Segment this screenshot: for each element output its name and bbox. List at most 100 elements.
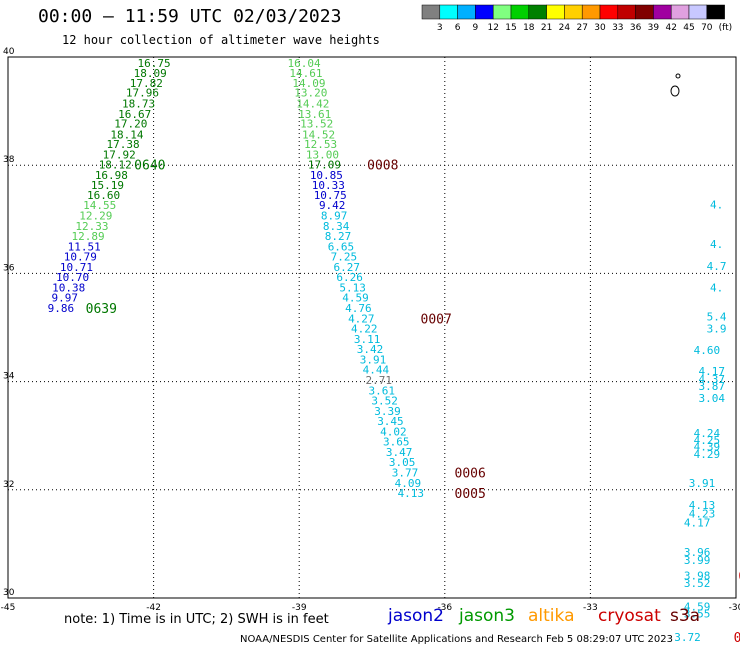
- wave-height-value: 3.87: [698, 380, 725, 393]
- colorbar-unit: (ft): [719, 23, 733, 33]
- colorbar-swatch: [439, 4, 458, 20]
- wave-height-value: 3.45: [377, 415, 404, 428]
- y-tick-label: 36: [3, 263, 15, 273]
- wave-height-value: 4.39: [694, 441, 721, 454]
- wave-height-value: 4.76: [345, 302, 372, 315]
- wave-height-value: 4.17: [684, 516, 711, 529]
- colorbar-label: 21: [541, 23, 552, 33]
- colorbar-label: 12: [487, 23, 498, 33]
- wave-height-value: 4.: [710, 199, 723, 212]
- wave-height-value: 3.11: [354, 333, 381, 346]
- wave-height-value: 6.26: [336, 271, 363, 284]
- x-tick-label: -39: [292, 603, 307, 613]
- y-tick-label: 32: [3, 480, 14, 490]
- wave-height-value: 3.96: [684, 546, 711, 559]
- wave-height-value: 4.60: [694, 344, 721, 357]
- satellite-legend-altika: altika: [528, 606, 575, 626]
- wave-height-value: 4.13: [398, 487, 425, 500]
- y-tick-label: 40: [3, 47, 15, 57]
- wave-height-value: 3.05: [389, 456, 416, 469]
- wave-height-value: 17.96: [126, 87, 159, 100]
- colorbar-swatch: [457, 4, 476, 20]
- wave-height-value: 18.09: [134, 67, 167, 80]
- time-label: 0639: [86, 302, 117, 317]
- colorbar-swatch: [492, 4, 512, 20]
- colorbar-label: 18: [523, 23, 535, 33]
- wave-height-value: 12.89: [72, 230, 105, 243]
- marker-ring: [675, 73, 681, 79]
- colorbar-label: 39: [648, 23, 660, 33]
- wave-height-value: 18.14: [110, 128, 143, 141]
- wave-height-value: 12.29: [79, 210, 112, 223]
- x-tick-label: -33: [583, 603, 598, 613]
- credit: NOAA/NESDIS Center for Satellite Applica…: [240, 634, 673, 645]
- wave-height-value: 18.12: [99, 159, 132, 172]
- marker-loop: [670, 85, 680, 97]
- colorbar-swatch: [510, 4, 530, 20]
- colorbar-swatch: [688, 4, 708, 20]
- wave-height-value: 6.65: [328, 240, 355, 253]
- wave-height-value: 10.38: [52, 281, 85, 294]
- wave-height-value: 3.61: [368, 384, 395, 397]
- wave-height-value: 4.22: [351, 323, 378, 336]
- wave-height-value: 4.37: [698, 373, 725, 386]
- wave-height-value: 12.53: [304, 138, 337, 151]
- wave-height-value: 3.99: [684, 554, 711, 567]
- wave-height-value: 17.92: [103, 148, 136, 161]
- wave-height-value: 4.44: [363, 364, 390, 377]
- y-tick-label: 30: [3, 588, 15, 598]
- time-label: 0005: [455, 487, 486, 502]
- time-label: 0007: [421, 312, 452, 327]
- wave-height-value: 4.: [710, 281, 723, 294]
- time-label: 03: [734, 631, 740, 646]
- colorbar-label: 45: [683, 23, 694, 33]
- colorbar-swatch: [670, 4, 690, 20]
- colorbar-label: 6: [455, 23, 461, 33]
- wave-height-value: 14.61: [289, 67, 322, 80]
- wave-height-value: 17.09: [308, 159, 341, 172]
- wave-height-value: 4.09: [395, 477, 422, 490]
- plot-frame: [7, 56, 737, 599]
- colorbar-label: 33: [612, 23, 623, 33]
- satellite-legend-jason3: jason3: [459, 606, 515, 626]
- colorbar-swatch: [421, 4, 441, 20]
- satellite-legend-jason2: jason2: [388, 606, 444, 626]
- wave-height-value: 10.33: [312, 179, 345, 192]
- wave-height-value: 3.55: [684, 608, 711, 621]
- wave-height-value: 4.7: [707, 260, 727, 273]
- wave-height-value: 13.61: [298, 108, 331, 121]
- wave-height-value: 8.27: [325, 230, 352, 243]
- satellite-legend-s3a: s3a: [670, 606, 701, 626]
- wave-height-value: 16.04: [287, 57, 320, 70]
- wave-height-value: 14.52: [302, 128, 335, 141]
- time-label: 0008: [367, 159, 398, 174]
- wave-height-value: 9.97: [52, 292, 79, 305]
- wave-height-value: 4.23: [689, 508, 716, 521]
- wave-height-value: 4.59: [684, 601, 711, 614]
- colorbar-label: 30: [594, 23, 606, 33]
- colorbar-label: 9: [473, 23, 479, 33]
- colorbar-swatch: [617, 4, 636, 20]
- wave-height-value: 17.20: [114, 118, 147, 131]
- wave-height-value: 4.27: [348, 312, 375, 325]
- wave-height-value: 4.13: [689, 499, 716, 512]
- wave-height-value: 3.52: [371, 395, 398, 408]
- wave-height-value: 15.19: [91, 179, 124, 192]
- wave-height-value: 16.67: [118, 108, 151, 121]
- wave-height-value: 13.20: [294, 87, 327, 100]
- wave-height-value: 5.13: [339, 281, 366, 294]
- wave-height-value: 17.82: [130, 77, 163, 90]
- colorbar-label: 42: [665, 23, 676, 33]
- wave-height-value: 10.79: [64, 251, 97, 264]
- wave-height-value: 14.09: [292, 77, 325, 90]
- wave-height-value: 3.91: [360, 353, 387, 366]
- wave-height-value: 14.55: [83, 199, 116, 212]
- colorbar-swatch: [546, 4, 565, 20]
- wave-height-value: 3.72: [674, 631, 701, 644]
- chart-subtitle: 12 hour collection of altimeter wave hei…: [62, 33, 380, 47]
- wave-height-value: 5.4: [707, 311, 727, 324]
- wave-height-value: 7.25: [331, 251, 358, 264]
- colorbar-label: 3: [437, 23, 443, 33]
- wave-height-value: 8.34: [323, 220, 350, 233]
